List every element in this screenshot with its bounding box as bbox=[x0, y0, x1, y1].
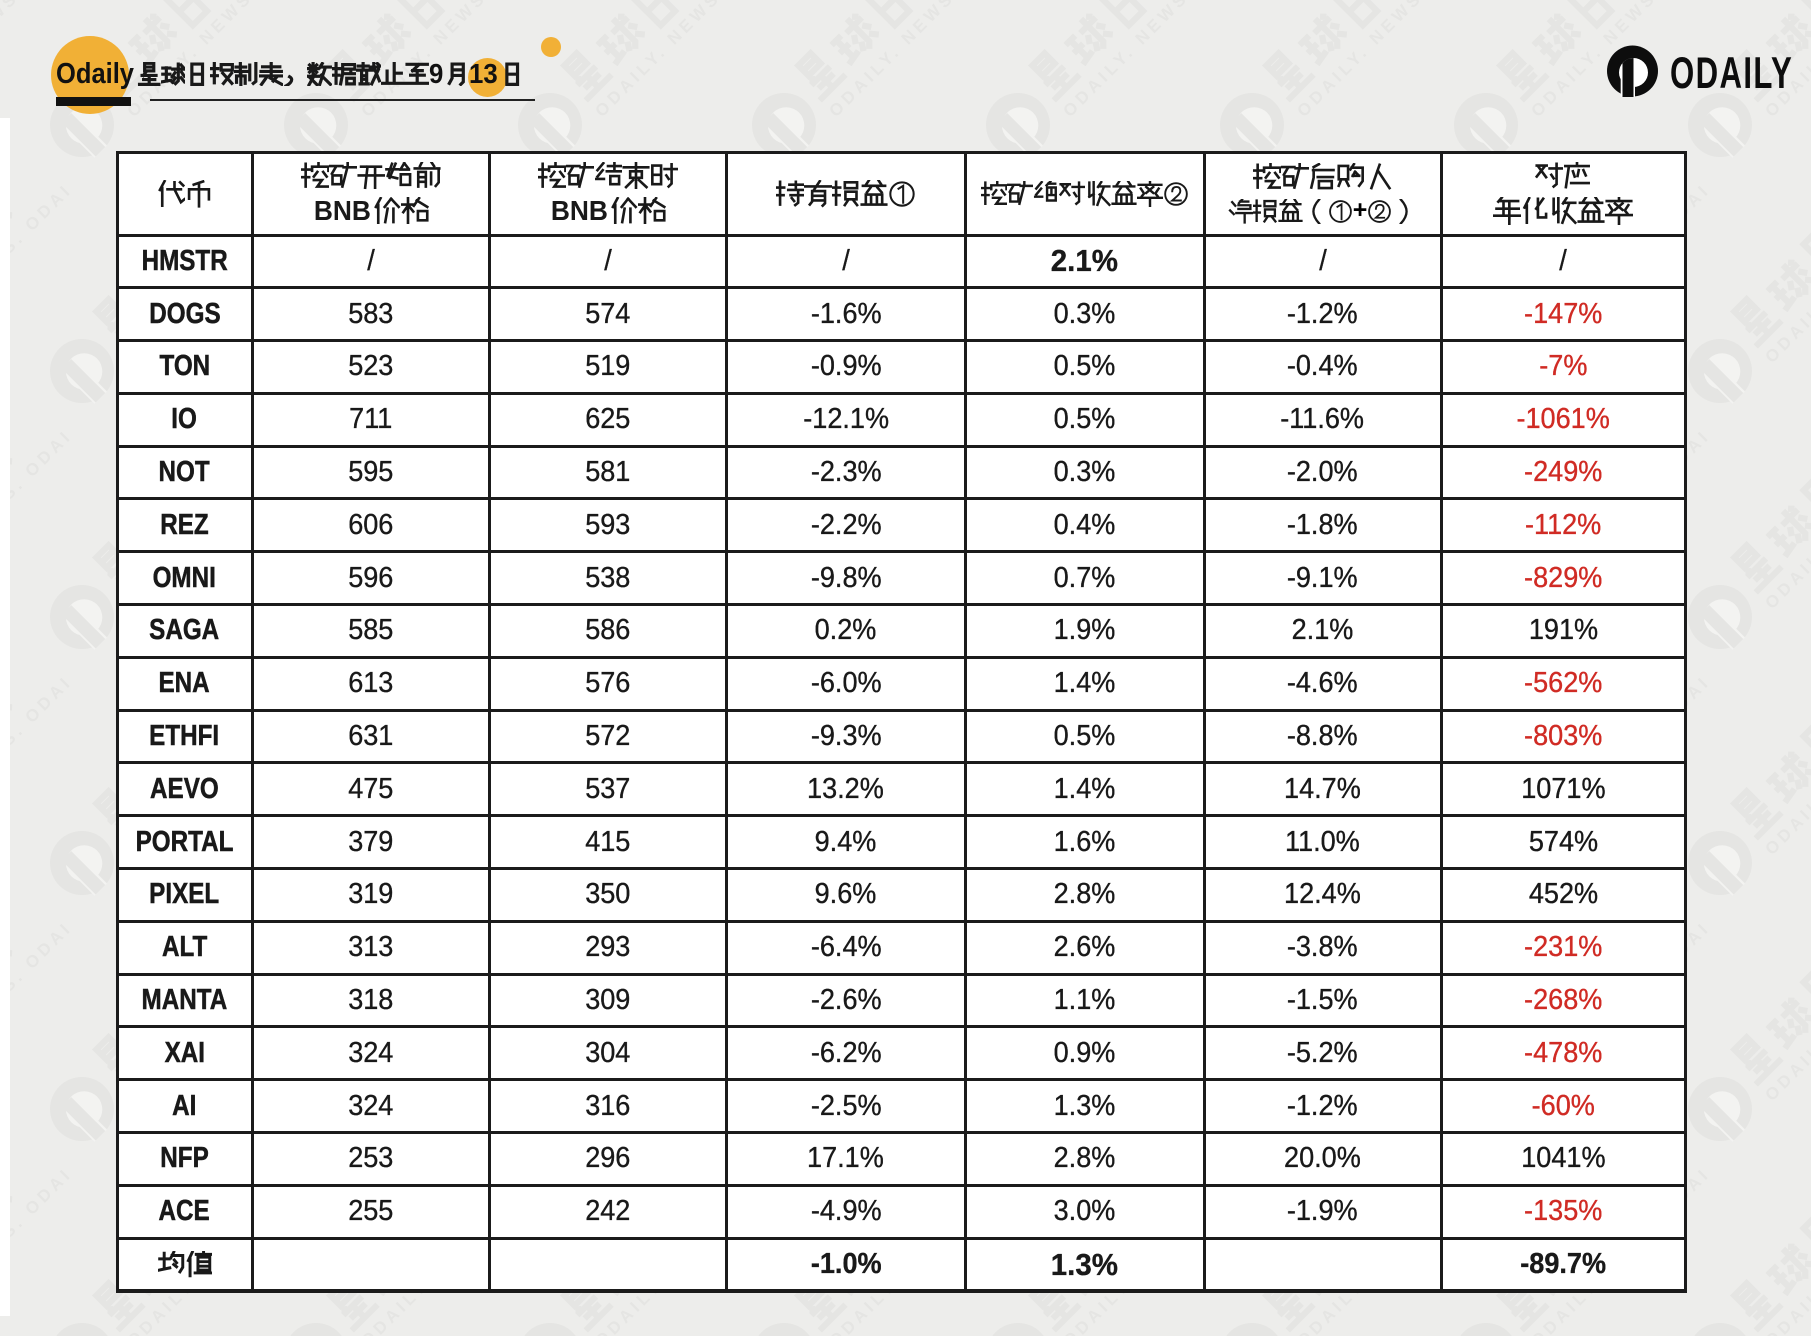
svg-text:ODAILY: ODAILY bbox=[1670, 49, 1793, 99]
